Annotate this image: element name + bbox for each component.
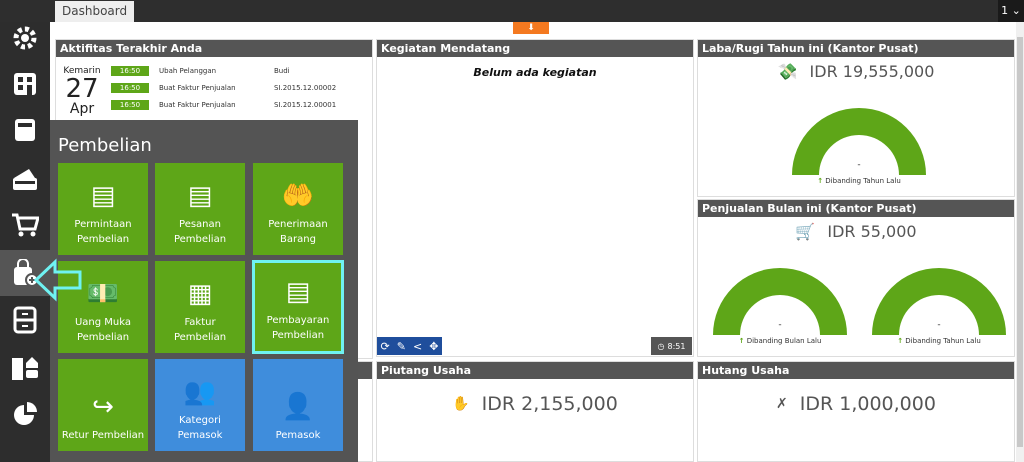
receivable-title: Piutang Usaha — [377, 362, 693, 379]
time-badge: 16:50 — [111, 66, 149, 76]
payable-title: Hutang Usaha — [698, 362, 1014, 379]
pay-icon: ✗ — [776, 396, 788, 412]
reference: Budi — [274, 67, 290, 75]
list-item[interactable]: 16:50 Buat Faktur Penjualan SI.2015.12.000… — [111, 99, 336, 111]
collapse-toggle-button[interactable]: ⬇ — [513, 22, 549, 34]
arrow-down-icon: ⬇ — [527, 23, 535, 33]
action: Buat Faktur Penjualan — [159, 101, 236, 109]
scrollbar[interactable] — [1016, 22, 1024, 462]
pie-chart-icon[interactable] — [0, 391, 50, 437]
pointer-arrow-icon — [33, 258, 82, 302]
day-number: 27 — [65, 74, 99, 104]
tile-uang-muka-pembelian[interactable]: 💵 Uang Muka Pembelian — [58, 261, 148, 353]
company-icon[interactable] — [0, 61, 50, 107]
share-icon[interactable]: < — [413, 339, 423, 353]
tile-kategori-pemasok[interactable]: 👥 Kategori Pemasok — [155, 359, 245, 451]
receive-goods-icon: 🤲 — [281, 181, 315, 211]
arrow-up-icon: ↑ — [897, 337, 904, 345]
sales-title: Penjualan Bulan ini (Kantor Pusat) — [698, 200, 1014, 217]
tab-dashboard[interactable]: Dashboard — [55, 1, 135, 22]
tile-penerimaan-barang[interactable]: 🤲 Penerimaan Barang — [253, 163, 343, 255]
compare-label: ↑ Dibanding Tahun Lalu — [817, 177, 901, 185]
cart-icon: 🛒 — [795, 222, 816, 241]
settings-icon[interactable] — [0, 15, 50, 61]
widget-toolbar: ⟳ ✎ < ✥ — [377, 337, 442, 355]
gauge-value: - — [857, 160, 861, 170]
day-label: Kemarin — [63, 66, 101, 76]
arrow-up-icon: ↑ — [738, 337, 745, 345]
gauge-value: - — [937, 320, 941, 330]
ledger-book-icon[interactable] — [0, 107, 50, 153]
reference: SI.2015.12.00002 — [274, 84, 337, 92]
compare-label: ↑ Dibanding Bulan Lalu — [738, 337, 822, 345]
tile-pesanan-pembelian[interactable]: ▤ Pesanan Pembelian — [155, 163, 245, 255]
cart-icon[interactable] — [0, 202, 50, 248]
money-icon: 💸 — [777, 62, 798, 81]
tile-faktur-pembelian[interactable]: ▦ Faktur Pembelian — [155, 261, 245, 353]
reference: SI.2015.12.00001 — [274, 101, 337, 109]
request-form-icon: ▤ — [90, 181, 116, 211]
profit-panel: Laba/Rugi Tahun ini (Kantor Pusat) 💸 IDR … — [697, 39, 1015, 197]
payment-form-icon: ▤ — [285, 277, 311, 307]
time-badge: 16:50 — [111, 100, 149, 110]
sales-value: IDR 55,000 — [827, 222, 917, 241]
receivable-panel: Piutang Usaha ✋ IDR 2,155,000 — [376, 361, 694, 462]
receive-money-icon: ✋ — [452, 396, 470, 412]
return-icon: ↪ — [92, 392, 114, 422]
supplier-category-icon: 👥 — [183, 377, 217, 407]
clock-time: 8:51 — [667, 341, 686, 351]
profit-title: Laba/Rugi Tahun ini (Kantor Pusat) — [698, 40, 1014, 57]
user-menu[interactable]: 1 ⌄ — [998, 0, 1024, 22]
move-icon[interactable]: ✥ — [429, 339, 439, 353]
payable-value: IDR 1,000,000 — [799, 393, 936, 415]
gauge-value: - — [778, 320, 782, 330]
wallet-icon[interactable] — [0, 156, 50, 202]
payable-panel: Hutang Usaha ✗ IDR 1,000,000 — [697, 361, 1015, 462]
time-badge: 16:50 — [111, 83, 149, 93]
arrow-up-icon: ↑ — [817, 177, 824, 185]
month: Apr — [69, 101, 95, 117]
activity-title: Aktifitas Terakhir Anda — [56, 40, 372, 57]
purchase-invoice-icon: ▦ — [187, 279, 213, 309]
refresh-icon[interactable]: ⟳ — [380, 339, 390, 353]
profit-value: IDR 19,555,000 — [809, 62, 935, 81]
supplier-icon: 👤 — [281, 392, 315, 422]
flyout-title: Pembelian — [58, 135, 152, 156]
empty-message: Belum ada kegiatan — [473, 66, 597, 79]
tile-permintaan-pembelian[interactable]: ▤ Permintaan Pembelian — [58, 163, 148, 255]
sales-panel: Penjualan Bulan ini (Kantor Pusat) 🛒 IDR … — [697, 199, 1015, 357]
order-form-icon: ▤ — [187, 181, 213, 211]
receivable-value: IDR 2,155,000 — [481, 393, 618, 415]
list-item[interactable]: 16:50 Buat Faktur Penjualan SI.2015.12.000… — [111, 82, 336, 94]
edit-icon[interactable]: ✎ — [396, 339, 406, 353]
cabinet-icon[interactable] — [0, 297, 50, 343]
down-payment-icon: 💵 — [86, 279, 120, 309]
upcoming-title: Kegiatan Mendatang — [377, 40, 693, 57]
assets-icon[interactable] — [0, 344, 50, 390]
tile-pemasok[interactable]: 👤 Pemasok — [253, 359, 343, 451]
clock: ◷ 8:51 — [651, 337, 692, 355]
top-bar: Dashboard 1 ⌄ — [0, 0, 1024, 22]
list-item[interactable]: 16:50 Ubah Pelanggan Budi — [111, 65, 290, 77]
action: Ubah Pelanggan — [159, 67, 217, 75]
clock-icon: ◷ — [657, 341, 665, 351]
sidebar — [0, 22, 50, 462]
tile-pembayaran-pembelian[interactable]: ▤ Pembayaran Pembelian — [252, 260, 344, 354]
activity-date: Kemarin 27 Apr — [60, 66, 104, 117]
tile-retur-pembelian[interactable]: ↪ Retur Pembelian — [58, 359, 148, 451]
upcoming-panel: Kegiatan Mendatang Belum ada kegiatan — [376, 39, 694, 357]
action: Buat Faktur Penjualan — [159, 84, 236, 92]
compare-label: ↑ Dibanding Tahun Lalu — [897, 337, 981, 345]
